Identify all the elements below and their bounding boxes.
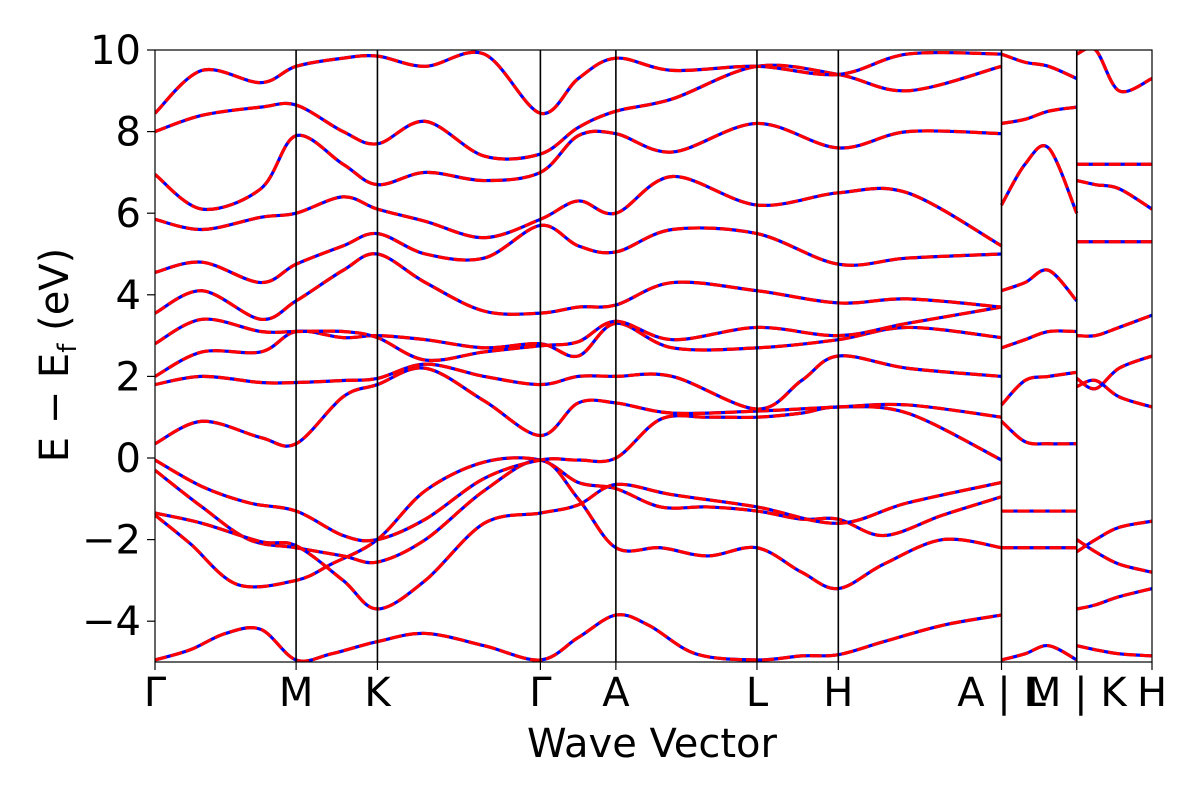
- band-11-blue: [155, 174, 1003, 248]
- band-31-red: [1076, 313, 1152, 338]
- y-tick-label-5: 0: [116, 436, 141, 482]
- y-tick-label-7: −4: [82, 599, 141, 645]
- y-tick-label-6: −2: [82, 518, 141, 564]
- high-symmetry-lines: [295, 50, 1078, 662]
- band-33-red: [1076, 178, 1152, 211]
- x-tick-label-10: H: [1137, 670, 1167, 716]
- band-30-blue: [1075, 354, 1152, 391]
- band-14-red: [155, 50, 1002, 115]
- plot-frame: [154, 49, 1153, 663]
- band-30-red: [1075, 354, 1152, 391]
- y-axis-label-unit: (eV): [32, 248, 78, 344]
- x-tick-label-2: K: [364, 670, 392, 716]
- y-axis-label: E − Ef (eV): [32, 248, 83, 463]
- band-9-red: [155, 252, 1002, 321]
- band-4-blue: [155, 405, 1003, 543]
- x-tick-label-3: Γ: [529, 670, 552, 716]
- band-8-red: [155, 305, 1002, 363]
- band-20-red: [1000, 329, 1077, 350]
- band-18-blue: [1000, 420, 1077, 446]
- band-10-red: [155, 223, 1002, 285]
- y-axis-label-main: E − E: [32, 353, 78, 463]
- band-12-red: [155, 121, 1002, 212]
- x-tick-label-1: M: [279, 670, 314, 716]
- band-24-red: [1000, 52, 1078, 81]
- x-tick-label-4: A: [602, 670, 630, 716]
- band-2-red: [155, 458, 1002, 591]
- band-13-red: [155, 63, 1002, 161]
- band-25-red: [1076, 644, 1152, 658]
- band-6-red: [155, 354, 1002, 411]
- x-axis-label: Wave Vector: [527, 721, 778, 767]
- band-22-red: [1000, 144, 1079, 214]
- band-35-red: [1076, 50, 1152, 94]
- band-8-blue: [155, 305, 1002, 363]
- x-tick-label-6: L: [746, 670, 769, 716]
- x-tick-label-8: A | L: [957, 670, 1046, 716]
- band-18-red: [1000, 420, 1077, 446]
- y-tick-label-2: 6: [116, 191, 141, 237]
- band-23-red: [1001, 105, 1077, 126]
- y-axis-ticks: 10 8 6 4 2 0 −2 −4: [82, 28, 155, 645]
- band-11-red: [155, 174, 1003, 248]
- band-33-blue: [1076, 178, 1152, 211]
- x-tick-label-7: H: [823, 670, 853, 716]
- x-tick-label-0: Γ: [144, 670, 167, 716]
- band-26-red: [1076, 587, 1152, 611]
- band-5-blue: [155, 366, 1002, 448]
- x-tick-label-9: M | K: [1027, 670, 1128, 716]
- band-0-red: [155, 613, 1002, 662]
- band-21-red: [1000, 268, 1078, 303]
- band-4-red: [155, 405, 1003, 543]
- y-tick-label-0: 10: [90, 28, 141, 74]
- y-tick-label-3: 4: [116, 273, 141, 319]
- y-tick-label-4: 2: [116, 354, 141, 400]
- band-29-red: [1076, 378, 1152, 409]
- band-3-red: [155, 480, 1002, 611]
- y-tick-label-1: 8: [116, 110, 141, 156]
- band-19-red: [1000, 370, 1077, 407]
- y-axis-label-subscript: f: [53, 343, 83, 353]
- bands-layer: [155, 50, 1152, 662]
- band-15-red: [1001, 644, 1078, 662]
- band-28-red: [1075, 519, 1152, 554]
